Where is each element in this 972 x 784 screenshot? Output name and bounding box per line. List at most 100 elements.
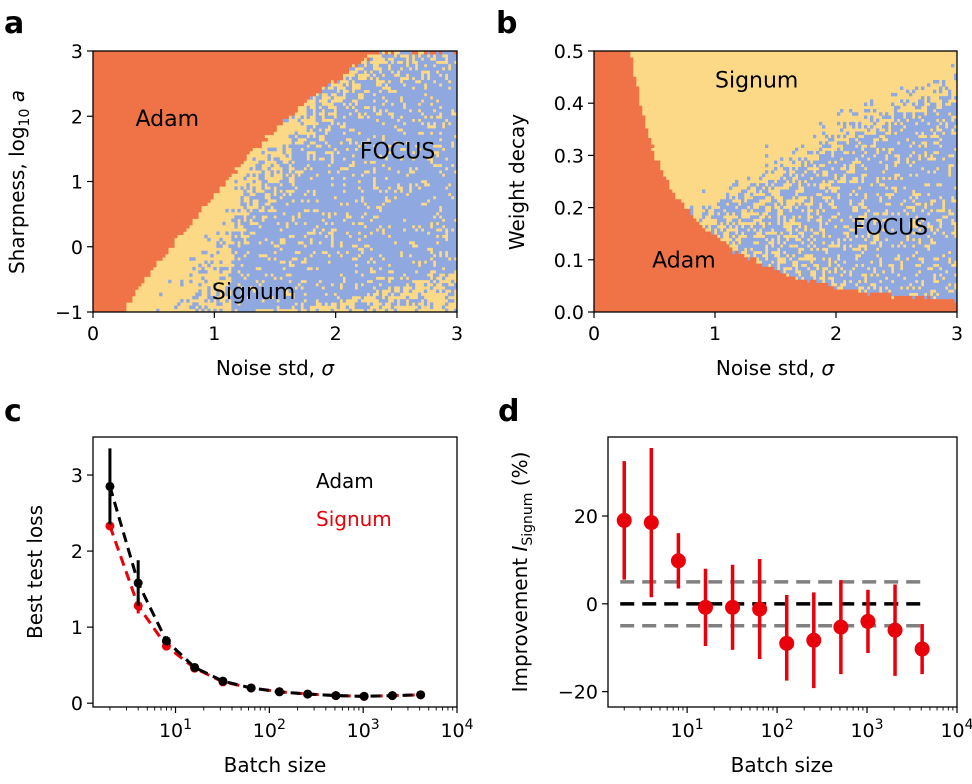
adam-point [416, 690, 426, 700]
x-tick-label: 102 [253, 717, 286, 742]
y-tick-label: 0.3 [554, 145, 584, 167]
panel-d-axes: 101 102 103 104 −20 0 20 [558, 506, 972, 742]
panel-c-axes: 101 102 103 104 0 1 2 3 [71, 465, 474, 742]
improvement-point [697, 599, 713, 615]
panel-c-xlabel: Batch size [224, 753, 327, 777]
panel-b-frame [593, 50, 958, 313]
improvement-point [725, 599, 741, 615]
x-tick-label: 104 [940, 717, 972, 742]
panel-letter-c: c [4, 394, 22, 429]
improvement-point [643, 515, 659, 531]
x-tick-label: 103 [850, 717, 883, 742]
improvement-point [779, 635, 795, 651]
y-tick-label: 0.0 [554, 302, 584, 324]
adam-point [303, 689, 313, 699]
signum-region [126, 51, 457, 312]
adam-point [218, 676, 228, 686]
panel-d-xlabel: Batch size [731, 753, 834, 777]
signum-point [105, 521, 115, 531]
y-tick-label: 0 [71, 693, 83, 715]
panel-d-plot [616, 447, 930, 689]
y-tick-label: −20 [558, 682, 598, 704]
improvement-point [860, 613, 876, 629]
region-label-adam: Adam [135, 107, 199, 132]
y-tick-label: 3 [71, 41, 83, 63]
improvement-point [887, 622, 903, 638]
panel-d: d 101 102 103 104 −20 0 20 Batch size Improvem… [498, 394, 972, 777]
y-tick-label: 0 [586, 594, 598, 616]
y-tick-label: 0.5 [554, 41, 584, 63]
legend-adam: Adam [316, 469, 374, 493]
adam-point [105, 481, 115, 491]
x-tick-label: 1 [208, 323, 220, 345]
signum-line [108, 525, 421, 698]
panel-d-ylabel: Improvement ISignum (%) [508, 452, 536, 693]
adam-point [274, 687, 284, 697]
panel-b-xlabel: Noise std, σ [716, 356, 836, 380]
y-tick-label: 0 [71, 237, 83, 259]
signum-region [630, 51, 957, 300]
y-tick-label: 1 [71, 617, 83, 639]
adam-point [359, 691, 369, 701]
region-label-focus: FOCUS [853, 216, 928, 241]
adam-point [133, 578, 143, 588]
region-label-adam: Adam [652, 249, 716, 274]
region-label-signum: Signum [212, 280, 295, 305]
panel-letter-b: b [496, 6, 517, 41]
panel-c-frame [92, 436, 458, 708]
adam-region [594, 51, 957, 312]
panel-b-heatmap: Adam Signum FOCUS [594, 51, 957, 312]
y-tick-label: 3 [71, 465, 83, 487]
panel-b-ylabel: Weight decay [505, 114, 529, 250]
y-tick-label: 2 [71, 106, 83, 128]
y-tick-label: 2 [71, 541, 83, 563]
improvement-point [806, 632, 822, 648]
x-tick-label: 2 [830, 323, 842, 345]
y-tick-label: 1 [71, 172, 83, 194]
x-tick-label: 1 [709, 323, 721, 345]
panel-letter-a: a [4, 6, 24, 41]
x-tick-label: 2 [330, 323, 342, 345]
x-tick-label: 0 [87, 323, 99, 345]
adam-point [161, 636, 171, 646]
improvement-point [914, 641, 930, 657]
x-tick-label: 103 [347, 717, 380, 742]
y-tick-label: 20 [574, 506, 598, 528]
panel-c: c 101 102 103 104 0 1 2 3 Batch size Best test … [4, 394, 474, 777]
focus-region [690, 63, 957, 303]
improvement-point [752, 601, 768, 617]
x-tick-label: 0 [588, 323, 600, 345]
x-tick-label: 101 [159, 717, 192, 742]
adam-point [190, 662, 200, 672]
x-tick-label: 102 [761, 717, 794, 742]
y-tick-label: −1 [55, 302, 83, 324]
x-tick-label: 101 [671, 717, 704, 742]
x-tick-label: 3 [451, 323, 463, 345]
y-tick-label: 0.4 [554, 93, 584, 115]
adam-line [108, 486, 421, 698]
adam-point [331, 691, 341, 701]
panel-a-ylabel: Sharpness, log10 a [5, 90, 33, 274]
panel-c-ylabel: Best test loss [23, 505, 47, 639]
panel-d-frame [607, 436, 958, 708]
region-label-signum: Signum [715, 69, 798, 94]
x-tick-label: 3 [951, 323, 963, 345]
panel-letter-d: d [498, 394, 519, 429]
panel-c-plot [105, 448, 426, 701]
panel-b-axes: 0 1 2 3 0.0 0.1 0.2 0.3 0.4 0.5 [554, 41, 963, 345]
y-tick-label: 0.1 [554, 250, 584, 272]
y-tick-label: 0.2 [554, 198, 584, 220]
region-label-focus: FOCUS [360, 140, 435, 165]
adam-region [93, 51, 457, 312]
improvement-point [670, 553, 686, 569]
adam-point [246, 683, 256, 693]
panel-c-legend: Adam Signum [316, 469, 392, 531]
improvement-point [616, 512, 632, 528]
improvement-point [833, 619, 849, 635]
focus-region [156, 51, 457, 312]
panel-a-xlabel: Noise std, σ [216, 356, 336, 380]
panel-b: b Adam Signum FOCUS 0 1 2 3 0.0 0.1 0.2 0.3 0.4 0.5… [496, 6, 963, 380]
legend-signum: Signum [316, 507, 392, 531]
